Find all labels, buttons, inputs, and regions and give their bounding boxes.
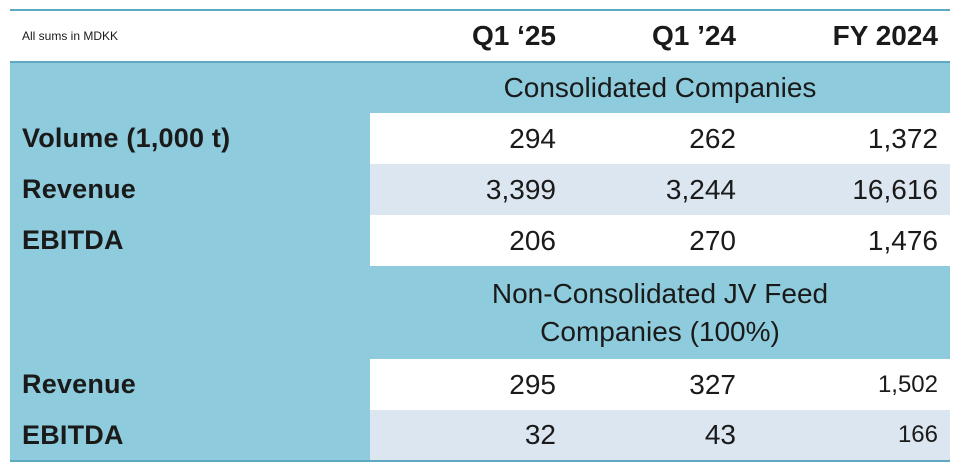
table-row: Volume (1,000 t) 294 262 1,372 — [10, 113, 950, 164]
value-cell: 262 — [560, 113, 740, 164]
value-cell: 166 — [740, 410, 950, 460]
row-label: EBITDA — [10, 215, 370, 266]
section-header-consolidated: Consolidated Companies — [10, 63, 950, 113]
section-title: Non-Consolidated JV Feed Companies (100%… — [370, 266, 950, 359]
column-header-q1-24: Q1 ’24 — [651, 20, 736, 51]
column-header-q1-25: Q1 ‘25 — [471, 20, 556, 51]
value-cell: 43 — [560, 410, 740, 460]
value-cell: 3,244 — [560, 164, 740, 215]
value-cell: 270 — [560, 215, 740, 266]
table-row: Revenue 295 327 1,502 — [10, 359, 950, 410]
section-title-line-1: Non-Consolidated JV Feed — [491, 277, 829, 309]
bottom-rule — [10, 460, 950, 462]
row-label: EBITDA — [10, 410, 370, 460]
row-label: Revenue — [10, 164, 370, 215]
table-row: Revenue 3,399 3,244 16,616 — [10, 164, 950, 215]
value-cell: 32 — [370, 410, 560, 460]
table-row: EBITDA 206 270 1,476 — [10, 215, 950, 266]
top-rule — [10, 9, 950, 11]
header-rule — [10, 61, 950, 63]
value-cell: 1,476 — [740, 215, 950, 266]
units-note: All sums in MDKK — [22, 29, 119, 43]
value-cell: 294 — [370, 113, 560, 164]
section-title-line-2: Companies (100%) — [540, 315, 780, 347]
value-cell: 16,616 — [740, 164, 950, 215]
row-label: Volume (1,000 t) — [10, 113, 370, 164]
table-row: EBITDA 32 43 166 — [10, 410, 950, 460]
kpi-table: All sums in MDKK Q1 ‘25 Q1 ’24 FY 2024 C… — [10, 9, 950, 462]
value-cell: 295 — [370, 359, 560, 410]
section-header-non-consolidated: Non-Consolidated JV Feed Companies (100%… — [10, 266, 950, 359]
section-title: Consolidated Companies — [503, 72, 817, 103]
value-cell: 327 — [560, 359, 740, 410]
value-cell: 3,399 — [370, 164, 560, 215]
header-row: All sums in MDKK Q1 ‘25 Q1 ’24 FY 2024 — [10, 11, 950, 61]
value-cell: 1,372 — [740, 113, 950, 164]
value-cell: 206 — [370, 215, 560, 266]
value-cell: 1,502 — [740, 359, 950, 410]
column-header-fy-2024: FY 2024 — [832, 20, 938, 51]
row-label: Revenue — [10, 359, 370, 410]
